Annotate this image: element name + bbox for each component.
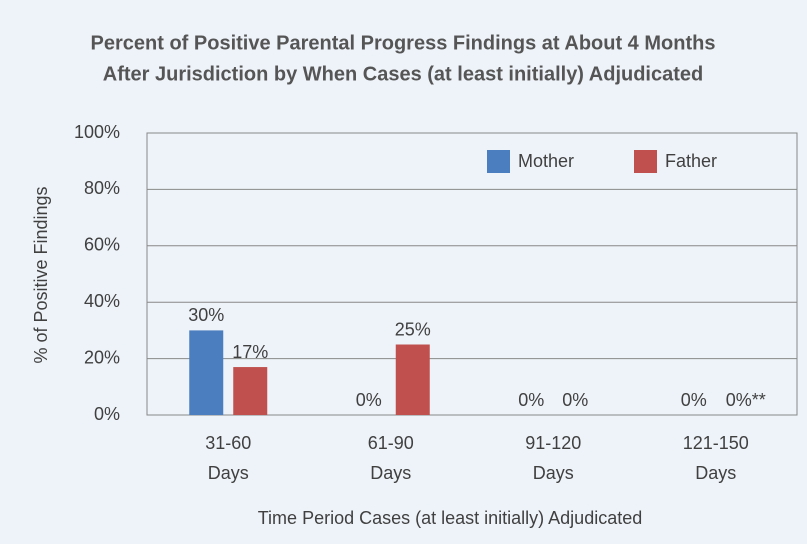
x-tick-label: 91-120: [525, 433, 581, 453]
legend-swatch: [487, 150, 510, 173]
value-label: 0%: [681, 390, 707, 410]
value-label: 30%: [188, 305, 224, 325]
legend-label: Mother: [518, 151, 574, 171]
legend-swatch: [634, 150, 657, 173]
x-tick-label: 31-60: [205, 433, 251, 453]
x-tick-label: 61-90: [368, 433, 414, 453]
bar: [189, 330, 224, 415]
legend-label: Father: [665, 151, 717, 171]
y-axis-label: % of Positive Findings: [31, 186, 51, 363]
value-label: 0%**: [726, 390, 766, 410]
y-tick-label: 0%: [94, 404, 120, 424]
y-tick-label: 80%: [84, 178, 120, 198]
y-tick-label: 60%: [84, 235, 120, 255]
x-tick-label: Days: [533, 463, 574, 483]
x-tick-label: Days: [370, 463, 411, 483]
x-axis-label: Time Period Cases (at least initially) A…: [258, 508, 643, 528]
y-tick-label: 40%: [84, 291, 120, 311]
y-tick-label: 20%: [84, 347, 120, 367]
bar: [233, 367, 268, 415]
value-label: 0%: [518, 390, 544, 410]
x-tick-label: Days: [208, 463, 249, 483]
value-label: 17%: [232, 342, 268, 362]
value-label: 0%: [562, 390, 588, 410]
value-label: 25%: [395, 319, 431, 339]
value-label: 0%: [356, 390, 382, 410]
y-tick-label: 100%: [74, 122, 120, 142]
x-tick-label: Days: [695, 463, 736, 483]
x-tick-label: 121-150: [683, 433, 749, 453]
chart-title: Percent of Positive Parental Progress Fi…: [91, 32, 716, 54]
chart-title: After Jurisdiction by When Cases (at lea…: [103, 63, 704, 85]
bar: [395, 344, 430, 415]
